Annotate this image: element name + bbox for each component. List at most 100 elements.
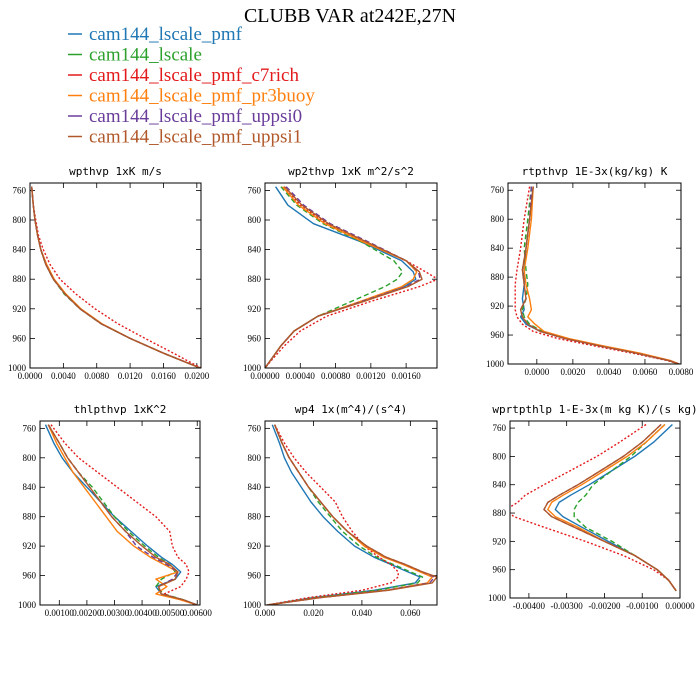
series-line-0 — [44, 424, 198, 605]
legend-label-2: cam144_lscale_pmf_c7rich — [89, 65, 299, 86]
x-tick-label: 0.0000 — [524, 367, 549, 377]
y-tick-label: 760 — [248, 423, 262, 433]
y-tick-label: 800 — [493, 451, 507, 461]
y-tick-label: 760 — [23, 423, 37, 433]
series-group — [265, 186, 437, 368]
series-group — [31, 186, 201, 368]
panel-title: wp4 1x(m^4)/(s^4) — [295, 403, 408, 416]
y-tick-label: 880 — [23, 512, 37, 522]
x-tick-label: 0.0040 — [51, 371, 76, 381]
legend-label-3: cam144_lscale_pmf_pr3buoy — [89, 86, 315, 107]
series-line-3 — [47, 424, 198, 605]
series-line-5 — [47, 424, 198, 605]
legend: cam144_lscale_pmfcam144_lscalecam144_lsc… — [68, 24, 315, 148]
series-line-4 — [543, 423, 677, 592]
y-tick-label: 800 — [23, 453, 37, 463]
series-line-2 — [265, 186, 437, 368]
series-line-2 — [510, 423, 677, 592]
series-group — [510, 423, 677, 592]
series-line-4 — [31, 186, 201, 368]
y-tick-label: 800 — [248, 215, 262, 225]
series-line-5 — [31, 186, 201, 368]
y-tick-label: 880 — [491, 272, 505, 282]
series-line-2 — [267, 424, 399, 605]
x-tick-label: 0.000 — [255, 608, 276, 618]
series-line-5 — [543, 423, 677, 592]
y-tick-label: 800 — [491, 214, 505, 224]
series-line-3 — [265, 186, 418, 368]
x-tick-label: 0.0000 — [18, 371, 43, 381]
y-tick-label: 920 — [491, 301, 505, 311]
series-line-3 — [31, 186, 201, 368]
series-group — [44, 424, 198, 605]
series-line-4 — [265, 186, 421, 368]
figure-title: CLUBB VAR at242E,27N — [244, 5, 456, 27]
y-tick-label: 1000 — [486, 359, 505, 369]
x-tick-label: 0.0080 — [669, 367, 694, 377]
series-line-2 — [31, 186, 201, 368]
x-tick-label: 0.00000 — [665, 601, 695, 611]
series-line-5 — [519, 186, 680, 364]
x-tick-label: 0.0200 — [184, 371, 209, 381]
x-tick-label: 0.00300 — [100, 608, 130, 618]
x-tick-label: -0.00100 — [626, 601, 659, 611]
x-tick-label: 0.060 — [400, 608, 421, 618]
series-line-0 — [31, 186, 201, 368]
chart-panel-1: wp2thvp 1xK m^2/s^2 760 800 840 880 920 960 100… — [243, 165, 438, 381]
chart-panel-3: thlpthvp 1xK^2 760 800 840 880 920 960 1000 0.00… — [18, 403, 212, 618]
series-line-5 — [267, 424, 437, 605]
panel-title: wpthvp 1xK m/s — [69, 165, 162, 178]
x-tick-label: 0.0120 — [118, 371, 143, 381]
series-line-5 — [265, 186, 423, 368]
y-tick-label: 800 — [13, 215, 27, 225]
x-tick-label: 0.00100 — [45, 608, 75, 618]
y-tick-label: 840 — [248, 245, 262, 255]
y-tick-label: 800 — [248, 453, 262, 463]
x-tick-label: 0.00500 — [155, 608, 185, 618]
plot-frame — [264, 182, 438, 369]
series-line-3 — [547, 423, 677, 592]
series-line-1 — [521, 186, 680, 364]
x-tick-label: 0.0160 — [151, 371, 176, 381]
x-tick-label: 0.00600 — [183, 608, 213, 618]
panel-title: thlpthvp 1xK^2 — [74, 403, 167, 416]
series-line-1 — [47, 424, 198, 605]
y-tick-label: 880 — [248, 512, 262, 522]
chart-panel-2: rtpthvp 1E-3x(kg/kg) K 760 800 840 880 920 960… — [486, 165, 694, 377]
series-line-3 — [267, 424, 433, 605]
plot-frame — [507, 182, 682, 365]
x-tick-label: 0.0060 — [633, 367, 658, 377]
x-tick-label: 0.00400 — [127, 608, 157, 618]
plot-frame — [29, 182, 202, 369]
chart-panel-0: wpthvp 1xK m/s76080084088092096010000.00… — [8, 165, 210, 381]
y-tick-label: 880 — [493, 508, 507, 518]
x-tick-label: 0.040 — [352, 608, 373, 618]
x-tick-label: 0.00080 — [321, 371, 351, 381]
legend-label-1: cam144_lscale — [89, 45, 202, 66]
y-tick-label: 760 — [13, 185, 27, 195]
series-line-1 — [267, 424, 424, 605]
panel-title: wprtpthlp 1-E-3x(m kg K)/(s kg) — [492, 403, 697, 416]
plot-frame — [39, 420, 201, 606]
series-group — [514, 186, 680, 364]
series-line-4 — [519, 186, 680, 364]
y-tick-label: 760 — [493, 423, 507, 433]
series-line-0 — [265, 186, 417, 368]
y-tick-label: 1000 — [243, 600, 262, 610]
y-tick-label: 840 — [491, 243, 505, 253]
panel-title: wp2thvp 1xK m^2/s^2 — [288, 165, 414, 178]
x-tick-label: 0.00160 — [392, 371, 422, 381]
chart-panels: wpthvp 1xK m/s76080084088092096010000.00… — [8, 165, 698, 618]
y-tick-label: 920 — [23, 541, 37, 551]
series-line-4 — [267, 424, 436, 605]
y-tick-label: 1000 — [8, 363, 27, 373]
y-tick-label: 960 — [248, 571, 262, 581]
y-tick-label: 760 — [248, 185, 262, 195]
x-tick-label: 0.00040 — [286, 371, 316, 381]
y-tick-label: 1000 — [243, 363, 262, 373]
panel-title: rtpthvp 1E-3x(kg/kg) K — [522, 165, 668, 178]
y-tick-label: 960 — [491, 330, 505, 340]
x-tick-label: -0.00400 — [513, 601, 546, 611]
x-tick-label: 0.0020 — [561, 367, 586, 377]
series-group — [267, 424, 437, 605]
